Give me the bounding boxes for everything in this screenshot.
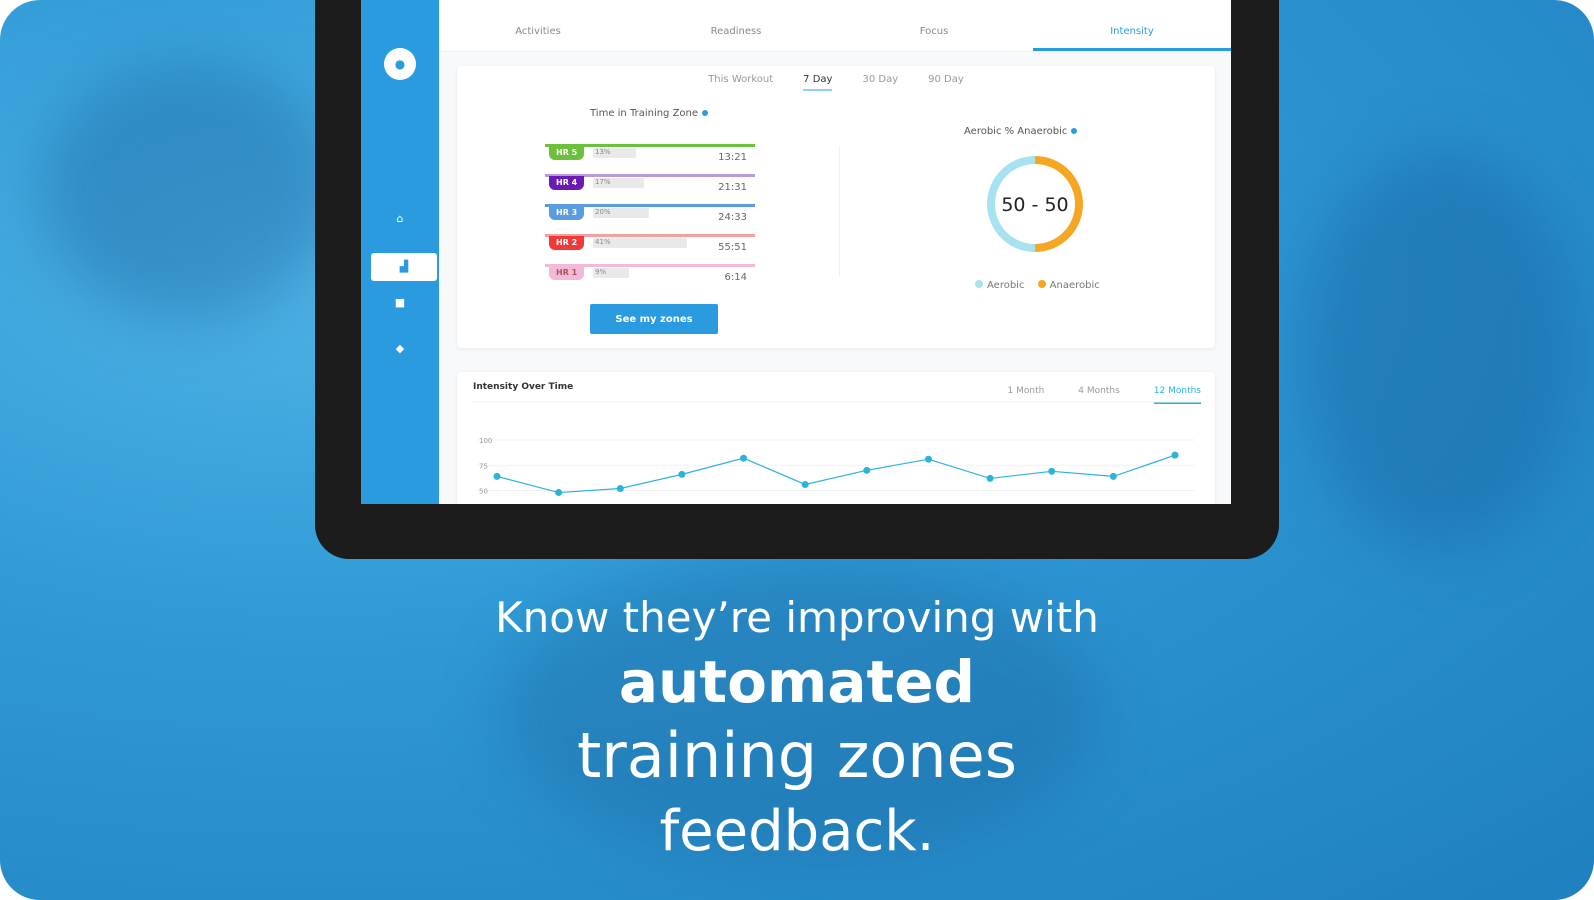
data-point xyxy=(493,472,501,480)
data-point xyxy=(740,454,748,462)
ratio-text: 50 - 50 xyxy=(1001,194,1068,216)
zone-label: HR 5 xyxy=(549,146,585,160)
zone-time: 13:21 xyxy=(718,152,747,163)
period-selector: This Workout 7 Day 30 Day 90 Day xyxy=(457,74,1215,91)
caption-line-2: automated xyxy=(618,648,976,716)
aerobic-donut: 50 - 50 xyxy=(987,156,1084,252)
range-12-months[interactable]: 12 Months xyxy=(1153,386,1201,404)
donut-legend: Aerobic Anaerobic xyxy=(965,280,1100,291)
tablet-frame: ● ⌂ ▟ ■ ◆ Activities Readiness Focus Int… xyxy=(315,0,1279,559)
zone-label: HR 2 xyxy=(549,236,585,250)
tab-intensity[interactable]: Intensity xyxy=(1033,0,1231,51)
zone-line xyxy=(545,174,755,177)
zone-percent-bar: 13% xyxy=(593,148,637,158)
period-90-day[interactable]: 90 Day xyxy=(928,74,964,85)
chart-title: Intensity Over Time xyxy=(473,382,574,392)
app-screen: ● ⌂ ▟ ■ ◆ Activities Readiness Focus Int… xyxy=(361,0,1231,504)
main-content: Activities Readiness Focus Intensity Thi… xyxy=(439,0,1231,504)
see-my-zones-button[interactable]: See my zones xyxy=(590,304,718,334)
range-1-month[interactable]: 1 Month xyxy=(1007,386,1045,396)
tab-readiness[interactable]: Readiness xyxy=(710,26,762,37)
logo-icon[interactable]: ● xyxy=(384,48,416,80)
tab-focus[interactable]: Focus xyxy=(919,26,949,37)
data-point xyxy=(924,455,932,463)
zones-title-text: Time in Training Zone xyxy=(590,108,699,119)
zone-time: 55:51 xyxy=(718,242,747,253)
aerobic-swatch xyxy=(975,280,983,288)
divider xyxy=(839,146,840,276)
info-icon[interactable] xyxy=(702,110,709,116)
data-point xyxy=(555,489,563,497)
y-tick-label: 50 xyxy=(479,488,488,496)
data-point xyxy=(1048,467,1056,475)
range-4-months[interactable]: 4 Months xyxy=(1078,386,1120,396)
data-point xyxy=(1109,472,1117,480)
anaerobic-swatch xyxy=(1037,280,1046,288)
legend-anaerobic: Anaerobic xyxy=(1049,280,1100,291)
data-point xyxy=(863,466,871,474)
zone-line xyxy=(545,264,755,267)
legend-aerobic: Aerobic xyxy=(987,280,1025,291)
zone-label: HR 1 xyxy=(549,266,585,280)
series-line xyxy=(496,454,1176,494)
period-this-workout[interactable]: This Workout xyxy=(708,74,774,85)
sidebar: ● ⌂ ▟ ■ ◆ xyxy=(361,0,439,504)
zones-card: This Workout 7 Day 30 Day 90 Day Time in… xyxy=(457,66,1215,348)
zone-row: HR 1 9% 6:14 xyxy=(545,264,755,294)
intensity-card: Intensity Over Time 1 Month 4 Months 12 … xyxy=(457,372,1215,504)
range-selector: 1 Month 4 Months 12 Months xyxy=(1007,386,1201,404)
zone-line xyxy=(545,234,755,237)
zone-label: HR 4 xyxy=(549,176,585,190)
data-point xyxy=(801,480,809,488)
info-icon[interactable] xyxy=(1071,128,1078,134)
zone-time: 21:31 xyxy=(718,182,747,193)
anaerobic-arc xyxy=(1034,156,1084,252)
data-point xyxy=(986,474,994,482)
data-point xyxy=(1171,451,1179,459)
tab-bar: Activities Readiness Focus Intensity xyxy=(439,0,1231,52)
y-tick-label: 100 xyxy=(479,437,492,445)
zones-title: Time in Training Zone xyxy=(590,108,709,119)
zone-row: HR 4 17% 21:31 xyxy=(545,174,755,204)
zone-line xyxy=(545,144,755,147)
caption-line-3: training zones xyxy=(576,719,1018,792)
zone-percent-bar: 9% xyxy=(593,268,630,278)
period-30-day[interactable]: 30 Day xyxy=(862,74,899,85)
caption-line-1: Know they’re improving with xyxy=(495,593,1099,642)
calendar-icon[interactable]: ■ xyxy=(394,296,406,309)
zone-line xyxy=(545,204,755,207)
data-point xyxy=(678,470,686,478)
marketing-caption: Know they’re improving with automated tr… xyxy=(0,590,1594,870)
zone-row: HR 2 41% 55:51 xyxy=(545,234,755,264)
zone-percent-bar: 20% xyxy=(593,208,649,218)
data-point xyxy=(616,485,624,493)
tab-activities[interactable]: Activities xyxy=(515,26,561,37)
home-icon[interactable]: ⌂ xyxy=(396,212,404,225)
zone-percent-bar: 17% xyxy=(593,178,644,188)
settings-icon[interactable]: ◆ xyxy=(395,342,405,355)
zone-row: HR 5 13% 13:21 xyxy=(545,144,755,174)
zone-row: HR 3 20% 24:33 xyxy=(545,204,755,234)
zone-label: HR 3 xyxy=(549,206,585,220)
aerobic-title-text: Aerobic % Anaerobic xyxy=(964,126,1068,137)
aerobic-title: Aerobic % Anaerobic xyxy=(964,126,1078,137)
period-7-day[interactable]: 7 Day xyxy=(803,74,833,91)
caption-line-4: feedback. xyxy=(659,799,935,864)
stats-icon[interactable]: ▟ xyxy=(371,253,437,281)
y-tick-label: 75 xyxy=(479,462,488,470)
aerobic-arc xyxy=(987,156,1036,252)
zone-time: 24:33 xyxy=(718,212,747,223)
zone-time: 6:14 xyxy=(724,272,747,283)
zone-percent-bar: 41% xyxy=(593,238,687,248)
